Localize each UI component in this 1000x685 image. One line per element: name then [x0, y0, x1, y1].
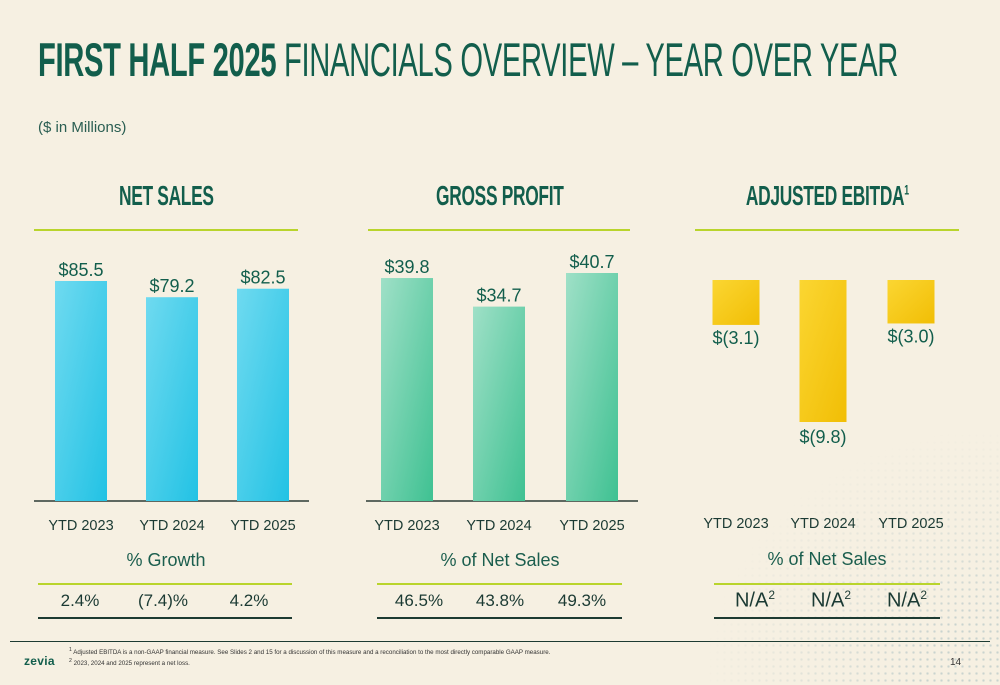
ebitda-tick-label-2: YTD 2024	[790, 516, 855, 532]
net-sales-growth-row: 2.4% (7.4)% 4.2%	[38, 583, 292, 619]
ebitda-na-2025: N/A2	[886, 588, 928, 612]
ebitda-value-label-1: $(3.1)	[712, 328, 759, 348]
footnote-1: 1 Adjusted EBITDA is a non-GAAP financia…	[69, 647, 551, 657]
gross-profit-heading: GROSS PROFIT	[436, 180, 564, 211]
ebitda-tick-label-3: YTD 2025	[878, 516, 943, 532]
ebitda-na-2024: N/A2	[810, 588, 852, 612]
net-sales-value-label-3: $82.5	[240, 268, 285, 288]
zevia-logo: zevia	[24, 654, 55, 668]
gross-profit-value-label-1: $39.8	[384, 257, 429, 277]
growth-value-2025: 4.2%	[229, 591, 269, 610]
page-title: FIRST HALF 2025 FINANCIALS OVERVIEW – YE…	[38, 33, 898, 86]
growth-value-2024: (7.4)%	[137, 591, 189, 610]
ebitda-na-2023: N/A2	[734, 588, 776, 612]
net-sales-tick-label-1: YTD 2023	[48, 518, 113, 534]
adjusted-ebitda-heading: ADJUSTED EBITDA1	[745, 180, 909, 211]
page-number: 14	[950, 657, 962, 668]
gross-profit-value-label-3: $40.7	[569, 252, 614, 272]
gross-profit-bar-3	[566, 273, 618, 501]
net-sales-value-label-1: $85.5	[58, 260, 103, 280]
ebitda-bar-1	[712, 280, 760, 325]
net-sales-bar-3	[237, 288, 289, 501]
gross-profit-bar-1	[381, 278, 433, 501]
footnotes: 1 Adjusted EBITDA is a non-GAAP financia…	[69, 646, 550, 668]
gross-profit-margin-row: 46.5% 43.8% 49.3%	[377, 583, 622, 619]
margin-value-2023: 46.5%	[394, 591, 444, 610]
gross-profit-tick-label-3: YTD 2025	[559, 518, 624, 534]
net-sales-tick-label-2: YTD 2024	[139, 518, 204, 534]
ebitda-tick-label-1: YTD 2023	[703, 516, 768, 532]
footer-divider	[10, 641, 990, 642]
net-sales-divider	[34, 229, 298, 231]
gross-profit-tick-label-1: YTD 2023	[374, 518, 439, 534]
ebitda-margin-row: N/A2 N/A2 N/A2	[714, 583, 940, 619]
margin-value-2025: 49.3%	[557, 591, 607, 610]
adjusted-ebitda-divider	[695, 229, 959, 231]
margin-value-2024: 43.8%	[475, 591, 525, 610]
ebitda-value-label-2: $(9.8)	[799, 427, 846, 447]
ebitda-margin-label: % of Net Sales	[767, 549, 887, 569]
net-sales-growth-label: % Growth	[126, 550, 206, 570]
growth-value-2023: 2.4%	[60, 591, 100, 610]
net-sales-tick-label-3: YTD 2025	[230, 518, 295, 534]
net-sales-heading: NET SALES	[118, 180, 214, 211]
net-sales-value-label-2: $79.2	[149, 276, 194, 296]
gross-profit-bar-2	[473, 306, 525, 501]
gross-profit-tick-label-2: YTD 2024	[466, 518, 531, 534]
ebitda-bar-2	[799, 280, 847, 422]
gross-profit-value-label-2: $34.7	[476, 286, 521, 306]
net-sales-bar-2	[146, 297, 198, 501]
gross-profit-margin-label: % of Net Sales	[440, 550, 560, 570]
ebitda-bar-3	[887, 280, 935, 324]
net-sales-bar-1	[55, 281, 107, 501]
ebitda-value-label-3: $(3.0)	[887, 326, 934, 346]
gross-profit-divider	[368, 229, 630, 231]
footnote-2: 2 2023, 2024 and 2025 represent a net lo…	[69, 658, 190, 668]
units-subtitle: ($ in Millions)	[38, 119, 127, 136]
